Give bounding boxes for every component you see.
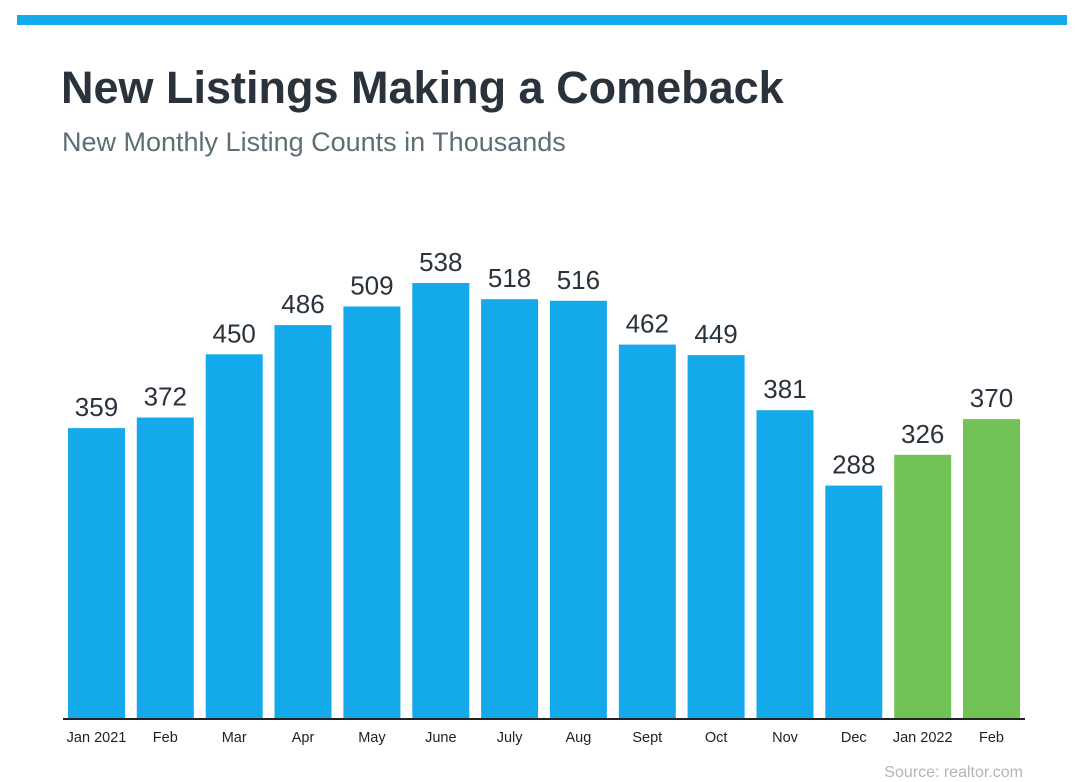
category-label-10: Nov xyxy=(772,730,799,746)
category-label-2: Mar xyxy=(222,730,247,746)
value-label-8: 462 xyxy=(626,309,669,339)
bar-8 xyxy=(618,344,676,719)
bar-2 xyxy=(205,354,263,719)
bar-3 xyxy=(274,325,332,719)
value-label-1: 372 xyxy=(144,382,187,412)
category-label-8: Sept xyxy=(632,730,662,746)
category-label-9: Oct xyxy=(705,730,728,746)
bar-7 xyxy=(549,300,607,719)
category-label-13: Feb xyxy=(979,730,1004,746)
bar-1 xyxy=(136,417,194,719)
value-labels-layer: 359 372 450 486 509 538 518 516 462 449 381 288 326 3… xyxy=(75,247,1013,480)
value-label-0: 359 xyxy=(75,392,118,422)
chart-title: New Listings Making a Comeback xyxy=(61,62,784,113)
bar-4 xyxy=(343,306,401,719)
value-label-3: 486 xyxy=(281,289,324,319)
category-label-6: July xyxy=(497,730,524,746)
value-label-7: 516 xyxy=(557,265,600,295)
chart-subtitle: New Monthly Listing Counts in Thousands xyxy=(62,127,566,157)
category-label-4: May xyxy=(358,730,386,746)
bar-13 xyxy=(963,419,1020,719)
category-label-5: June xyxy=(425,730,456,746)
category-label-7: Aug xyxy=(565,730,591,746)
value-label-6: 518 xyxy=(488,263,531,293)
bar-10 xyxy=(756,410,814,719)
category-labels-layer: Jan 2021 Feb Mar Apr May June July Aug Sept Oct No… xyxy=(67,730,1004,746)
bar-9 xyxy=(687,355,745,719)
value-label-10: 381 xyxy=(763,374,806,404)
category-label-12: Jan 2022 xyxy=(893,730,953,746)
bar-11 xyxy=(825,485,883,719)
bar-6 xyxy=(481,299,539,719)
top-accent-bar xyxy=(17,15,1067,25)
source-note: Source: realtor.com xyxy=(884,764,1023,781)
value-label-12: 326 xyxy=(901,419,944,449)
category-label-0: Jan 2021 xyxy=(67,730,127,746)
value-label-2: 450 xyxy=(213,318,256,348)
bar-12 xyxy=(894,454,952,719)
value-label-11: 288 xyxy=(832,450,875,480)
category-label-3: Apr xyxy=(292,730,315,746)
category-label-11: Dec xyxy=(841,730,867,746)
value-label-4: 509 xyxy=(350,271,393,301)
bar-0 xyxy=(68,428,125,719)
category-label-1: Feb xyxy=(153,730,178,746)
value-label-5: 538 xyxy=(419,247,462,277)
bar-5 xyxy=(412,283,470,719)
value-label-9: 449 xyxy=(694,319,737,349)
value-label-13: 370 xyxy=(970,383,1013,413)
bars-layer xyxy=(68,283,1020,719)
